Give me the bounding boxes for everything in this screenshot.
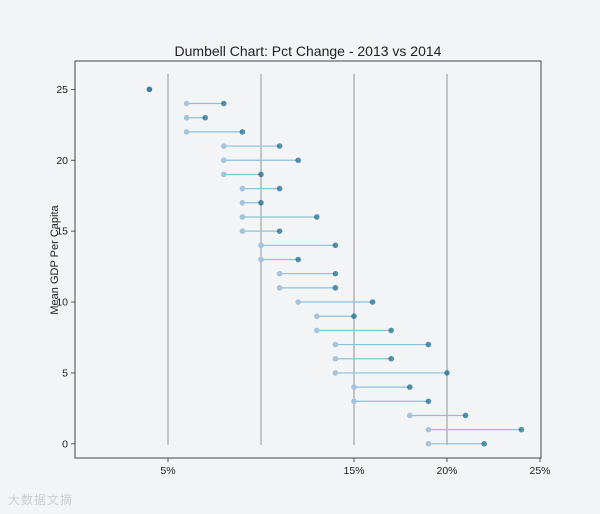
y-tick-label: 0 xyxy=(62,438,68,450)
dumbbell-point-2013 xyxy=(239,214,246,220)
dumbbell-point-2014 xyxy=(518,426,525,433)
dumbbell-point-2014 xyxy=(276,228,283,234)
dumbbell-point-2014 xyxy=(407,384,413,390)
plot-area xyxy=(74,60,542,459)
dumbbell-point-2013 xyxy=(239,185,246,192)
y-tick-label: 25 xyxy=(56,84,68,96)
y-tick-label: 5 xyxy=(62,367,68,379)
dumbbell-point-2013 xyxy=(221,171,227,178)
dumbbell-point-2013 xyxy=(239,199,246,206)
dumbbell-point-2014 xyxy=(276,185,283,192)
dumbbell-point-2013 xyxy=(425,441,432,447)
dumbbell-point-2014 xyxy=(221,100,227,107)
dumbbell-point-2014 xyxy=(314,214,320,220)
dumbbell-point-2013 xyxy=(332,355,339,362)
dumbbell-point-2013 xyxy=(295,299,302,305)
dumbbell-point-2013 xyxy=(276,285,283,291)
dumbbell-point-2014 xyxy=(332,242,339,249)
dumbbell-point-2014 xyxy=(425,398,432,405)
x-tick-label: 15% xyxy=(343,465,364,477)
dumbbell-point-2013 xyxy=(425,426,432,433)
watermark: 大数据文摘 xyxy=(8,493,74,507)
y-axis-label: Mean GDP Per Capita xyxy=(49,205,61,315)
x-tick-label: 20% xyxy=(436,465,457,477)
dumbbell-point-2014 xyxy=(481,441,488,447)
dumbbell-point-2014 xyxy=(202,114,208,121)
dumbbell-rows xyxy=(146,86,525,447)
dumbbell-point-2013 xyxy=(258,242,264,249)
dumbbell-point-2014 xyxy=(239,129,246,135)
dumbbell-point-2013 xyxy=(258,256,264,263)
dumbbell-point-2014 xyxy=(258,199,264,206)
y-axis-ticks: 0 5 10 15 20 25 xyxy=(56,84,75,450)
reference-lines xyxy=(167,74,448,445)
dumbbell-point-2013 xyxy=(183,129,190,135)
dumbbell-point-2014 xyxy=(276,143,283,149)
dumbbell-point-2013 xyxy=(332,370,339,376)
dumbbell-point-2013 xyxy=(221,143,227,149)
dumbbell-point-2014 xyxy=(388,327,395,334)
dumbbell-point-2014 xyxy=(258,171,264,178)
dumbbell-point-2013 xyxy=(407,412,413,419)
y-tick-label: 20 xyxy=(56,155,68,167)
dumbbell-point-2014 xyxy=(332,270,339,277)
dumbbell-point-2013 xyxy=(183,114,190,121)
x-tick-label: 25% xyxy=(529,465,550,477)
dumbbell-point-2014 xyxy=(444,370,450,376)
dumbbell-point-2013 xyxy=(221,157,227,164)
dumbbell-point-2013 xyxy=(314,327,320,334)
dumbbell-point-2014 xyxy=(351,313,357,320)
dumbbell-point-2014 xyxy=(425,341,432,348)
dumbbell-point-2013 xyxy=(351,384,357,390)
dumbbell-point-2013 xyxy=(276,270,283,277)
dumbbell-point-2013 xyxy=(239,228,246,234)
x-tick-label: 5% xyxy=(160,465,175,477)
dumbbell-point-2014 xyxy=(388,355,395,362)
dumbbell-point-2014 xyxy=(146,86,153,93)
dumbbell-point-2014 xyxy=(295,157,302,164)
x-axis-ticks: 5% 15% 20% 25% xyxy=(160,458,551,477)
dumbbell-point-2013 xyxy=(332,341,339,348)
y-tick-label: 15 xyxy=(56,226,68,238)
dumbbell-point-2014 xyxy=(332,285,339,291)
dumbbell-point-2013 xyxy=(183,100,190,107)
dumbbell-point-2014 xyxy=(462,412,469,419)
y-tick-label: 10 xyxy=(56,297,68,309)
dumbbell-point-2013 xyxy=(351,398,357,405)
dumbbell-point-2013 xyxy=(314,313,320,320)
dumbbell-point-2014 xyxy=(295,256,302,263)
chart-title: Dumbell Chart: Pct Change - 2013 vs 2014 xyxy=(175,43,442,59)
dumbbell-point-2014 xyxy=(369,299,376,305)
